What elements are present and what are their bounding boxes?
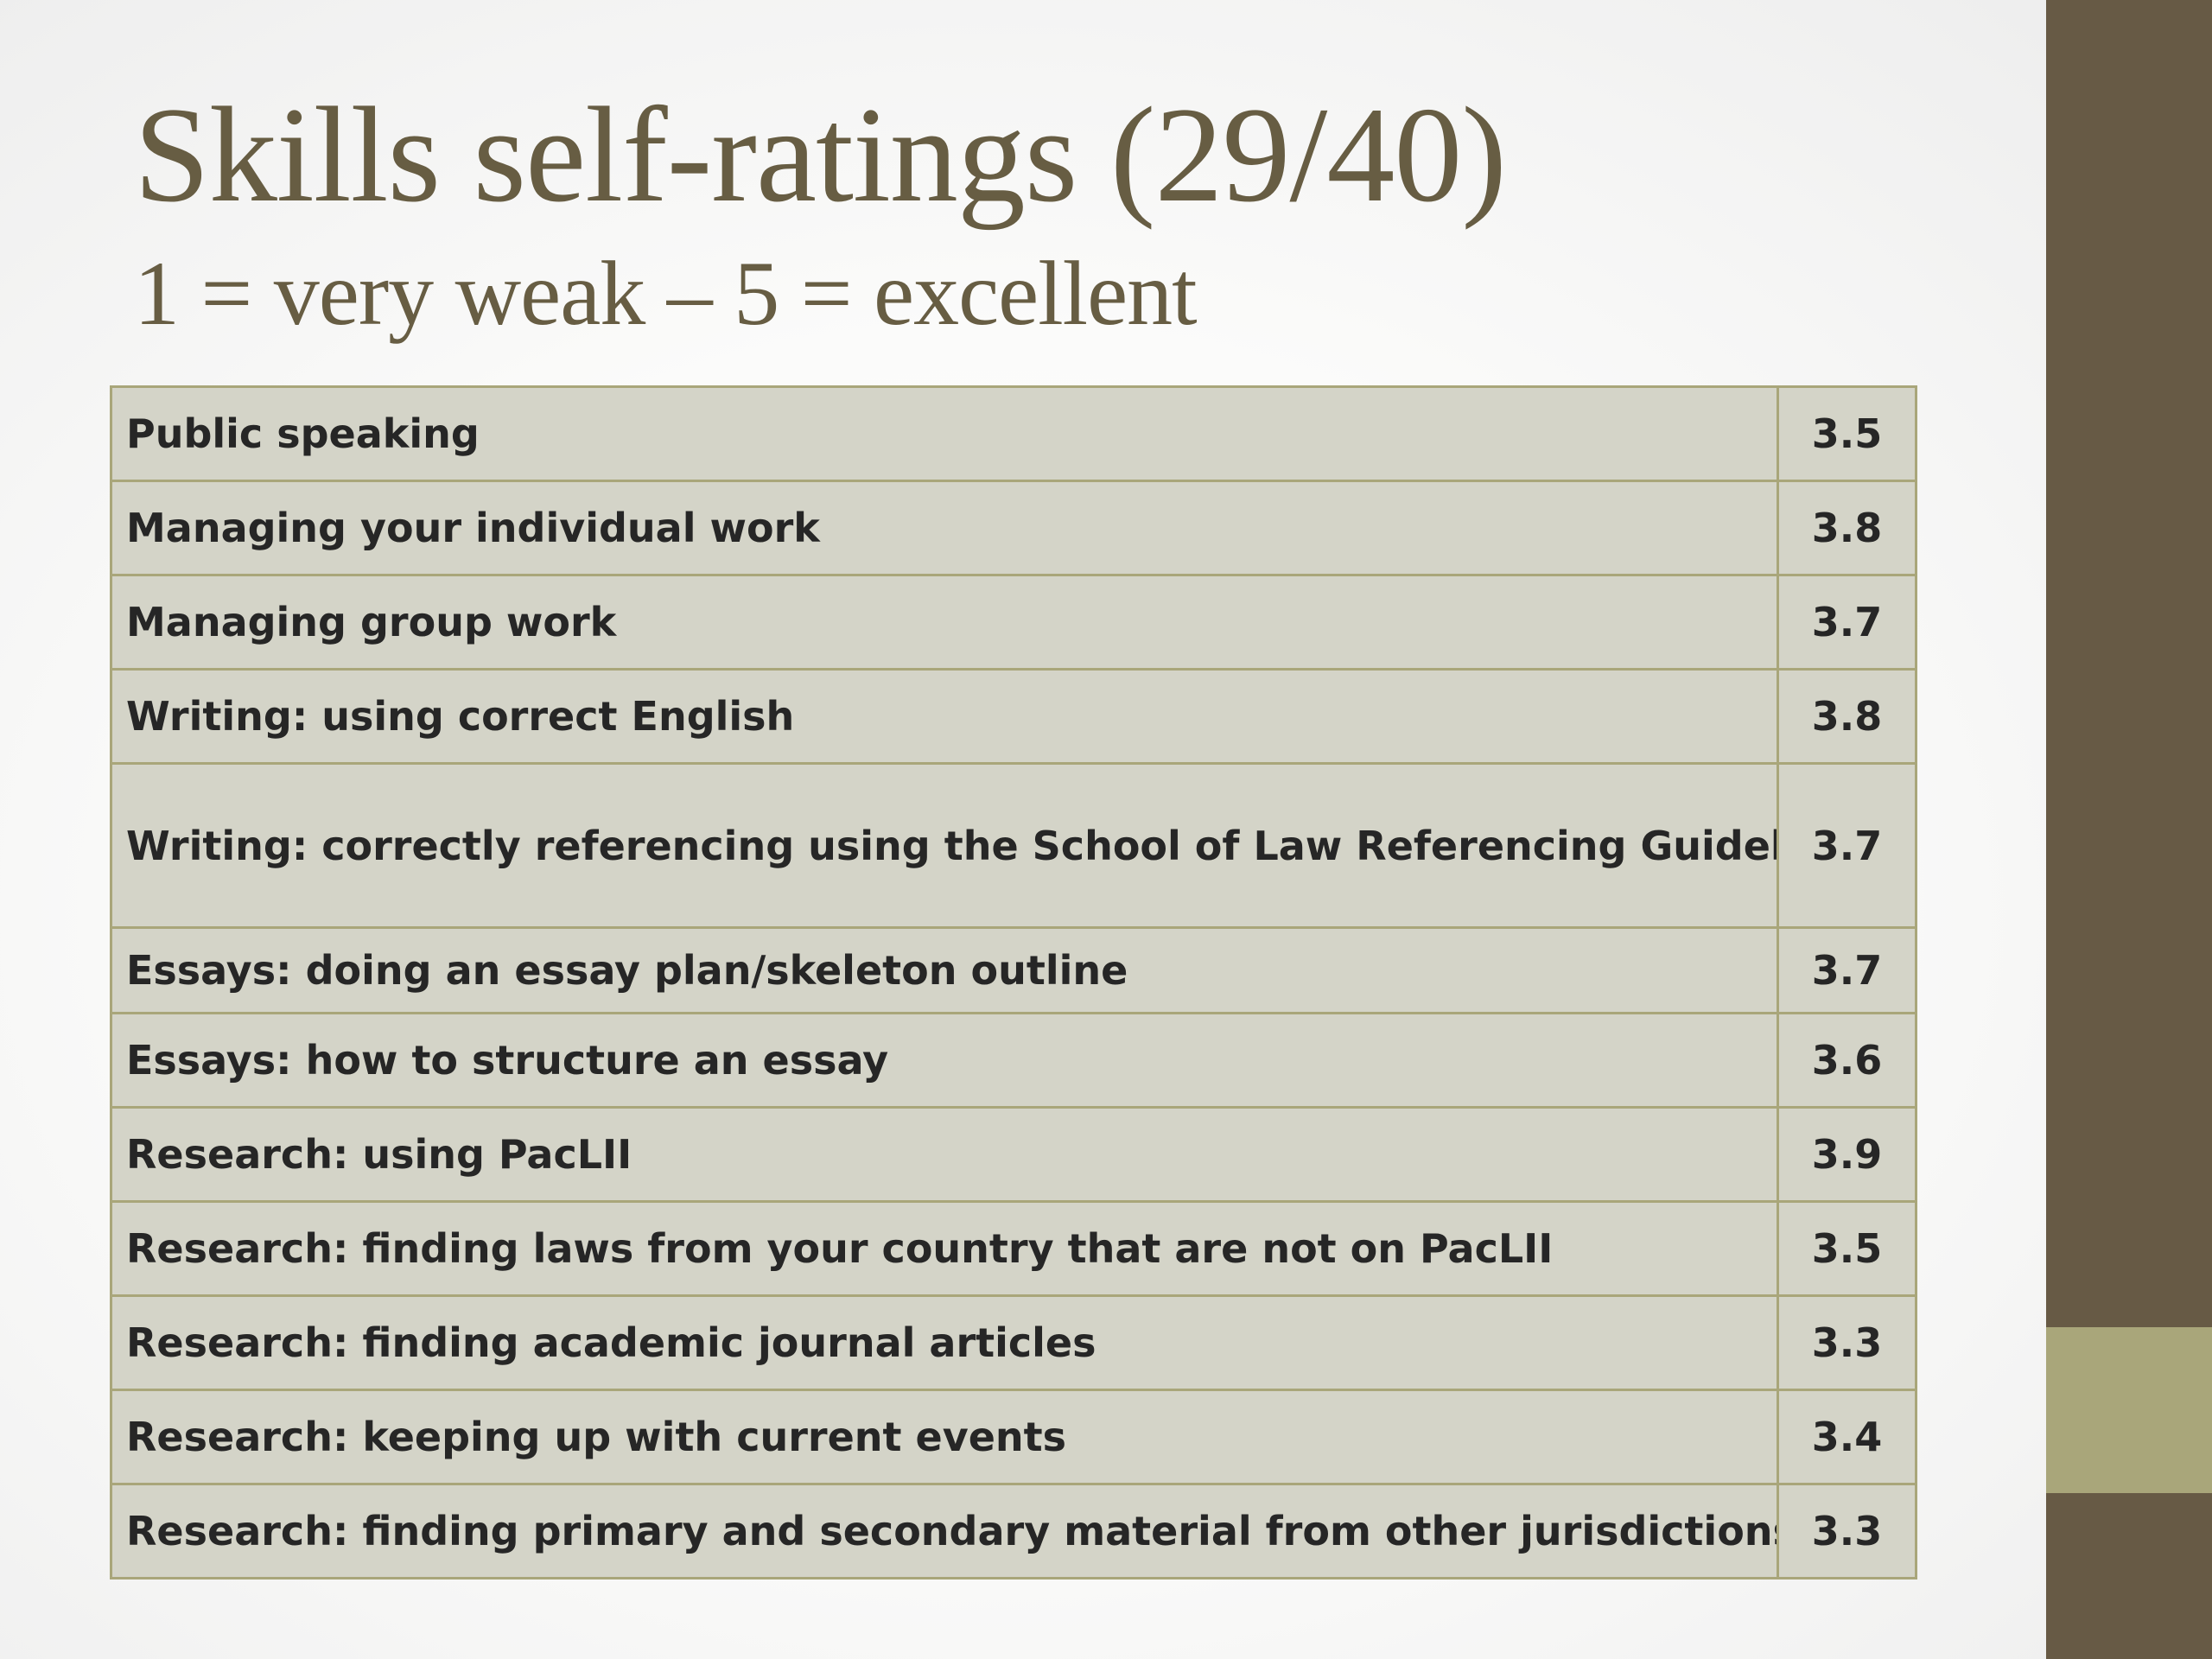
skills-ratings-table: Public speaking 3.5 Managing your indivi… <box>110 385 1917 1580</box>
slide-subtitle: 1 = very weak – 5 = excellent <box>134 243 1198 344</box>
rating-cell: 3.8 <box>1777 668 1917 765</box>
table-row: Essays: doing an essay plan/skeleton out… <box>110 926 1917 1014</box>
rating-cell: 3.7 <box>1777 762 1917 929</box>
skill-cell: Research: using PacLII <box>110 1106 1779 1203</box>
rating-cell: 3.3 <box>1777 1294 1917 1391</box>
rating-cell: 3.4 <box>1777 1389 1917 1485</box>
skill-cell: Essays: doing an essay plan/skeleton out… <box>110 926 1779 1014</box>
table-row: Research: keeping up with current events… <box>110 1389 1917 1485</box>
rating-cell: 3.9 <box>1777 1106 1917 1203</box>
table-row: Research: using PacLII 3.9 <box>110 1106 1917 1203</box>
table-row: Research: finding primary and secondary … <box>110 1483 1917 1580</box>
skill-cell: Public speaking <box>110 385 1779 482</box>
slide-title: Skills self-ratings (29/40) <box>134 79 1507 231</box>
table-row: Managing your individual work 3.8 <box>110 480 1917 576</box>
skill-cell: Managing your individual work <box>110 480 1779 576</box>
rating-cell: 3.6 <box>1777 1012 1917 1109</box>
rating-cell: 3.7 <box>1777 926 1917 1014</box>
table-row: Public speaking 3.5 <box>110 385 1917 482</box>
table-row: Managing group work 3.7 <box>110 574 1917 671</box>
rating-cell: 3.5 <box>1777 385 1917 482</box>
table-row: Writing: using correct English 3.8 <box>110 668 1917 765</box>
rating-cell: 3.7 <box>1777 574 1917 671</box>
skill-cell: Essays: how to structure an essay <box>110 1012 1779 1109</box>
skill-cell: Research: finding academic journal artic… <box>110 1294 1779 1391</box>
table-row: Writing: correctly referencing using the… <box>110 762 1917 929</box>
table-row: Research: finding laws from your country… <box>110 1200 1917 1297</box>
skill-cell: Research: finding laws from your country… <box>110 1200 1779 1297</box>
rating-cell: 3.8 <box>1777 480 1917 576</box>
rating-cell: 3.5 <box>1777 1200 1917 1297</box>
skill-cell: Writing: correctly referencing using the… <box>110 762 1779 929</box>
skill-cell: Managing group work <box>110 574 1779 671</box>
table-row: Research: finding academic journal artic… <box>110 1294 1917 1391</box>
right-accent-block <box>2046 1327 2212 1493</box>
skill-cell: Writing: using correct English <box>110 668 1779 765</box>
table-row: Essays: how to structure an essay 3.6 <box>110 1012 1917 1109</box>
skill-cell: Research: finding primary and secondary … <box>110 1483 1779 1580</box>
skill-cell: Research: keeping up with current events <box>110 1389 1779 1485</box>
rating-cell: 3.3 <box>1777 1483 1917 1580</box>
